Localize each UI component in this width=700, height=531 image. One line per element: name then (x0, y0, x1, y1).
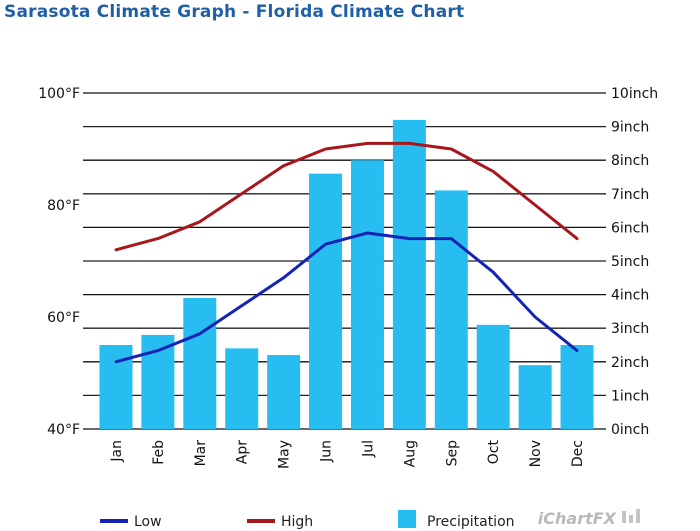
month-label-nov: Nov (528, 440, 544, 467)
month-label-sep: Sep (444, 440, 460, 467)
logo-bar-3 (636, 509, 640, 523)
right-tick-label: 7inch (611, 187, 649, 203)
month-label-apr: Apr (235, 440, 251, 464)
month-label-mar: Mar (193, 440, 209, 467)
precipitation-bar-jun (309, 173, 343, 429)
legend-precipitation-label: Precipitation (427, 514, 515, 530)
month-label-aug: Aug (402, 440, 418, 467)
right-tick-label: 0inch (611, 422, 649, 438)
precipitation-bar-oct (476, 324, 510, 429)
legend: Low High Precipitation (100, 510, 515, 530)
month-label-feb: Feb (151, 440, 167, 465)
left-tick-label: 80°F (47, 198, 80, 214)
logo-bar-2 (629, 515, 633, 523)
left-axis: 40°F 60°F 80°F 100°F (38, 86, 80, 438)
month-label-jul: Jul (360, 440, 376, 458)
left-tick-label: 60°F (47, 310, 80, 326)
right-tick-label: 3inch (611, 321, 649, 337)
precipitation-bar-nov (518, 365, 552, 429)
right-tick-label: 8inch (611, 153, 649, 169)
x-axis: Jan Feb Mar Apr May Jun Jul Aug Sep Oct Nov Dec (109, 440, 586, 469)
right-tick-label: 1inch (611, 388, 649, 404)
precipitation-bar-sep (434, 190, 468, 429)
precipitation-bar-may (267, 355, 301, 429)
chart-title: Sarasota Climate Graph - Florida Climate… (4, 2, 465, 22)
grid-lines (83, 92, 606, 430)
logo-bar-1 (622, 511, 626, 523)
precipitation-bar-jul (350, 160, 384, 429)
low-temperature-line (114, 231, 579, 364)
right-axis: 0inch 1inch 2inch 3inch 4inch 5inch 6inch 7inch… (611, 86, 658, 438)
legend-low-label: Low (134, 514, 162, 530)
right-tick-label: 6inch (611, 220, 649, 236)
temperature-lines (114, 141, 579, 364)
right-tick-label: 5inch (611, 254, 649, 270)
left-tick-label: 40°F (47, 422, 80, 438)
precipitation-bar-dec (560, 345, 594, 429)
high-temperature-line (114, 141, 579, 252)
legend-precipitation-swatch (398, 510, 416, 528)
month-label-oct: Oct (486, 440, 502, 465)
ichartfx-logo: iChartFX (538, 509, 617, 528)
right-tick-label: 2inch (611, 355, 649, 371)
legend-high-label: High (281, 514, 313, 530)
left-tick-label: 100°F (38, 86, 80, 102)
month-label-jun: Jun (319, 440, 335, 463)
precipitation-bar-mar (183, 297, 217, 429)
right-tick-label: 9inch (611, 120, 649, 136)
month-label-jan: Jan (109, 440, 125, 463)
precipitation-bar-apr (225, 348, 259, 429)
right-tick-label: 4inch (611, 288, 649, 304)
right-tick-label: 10inch (611, 86, 658, 102)
month-label-may: May (277, 440, 293, 469)
precipitation-bar-aug (392, 119, 426, 429)
precipitation-bars (99, 119, 594, 429)
brand-watermark: iChartFX (538, 509, 640, 528)
month-label-dec: Dec (570, 440, 586, 467)
